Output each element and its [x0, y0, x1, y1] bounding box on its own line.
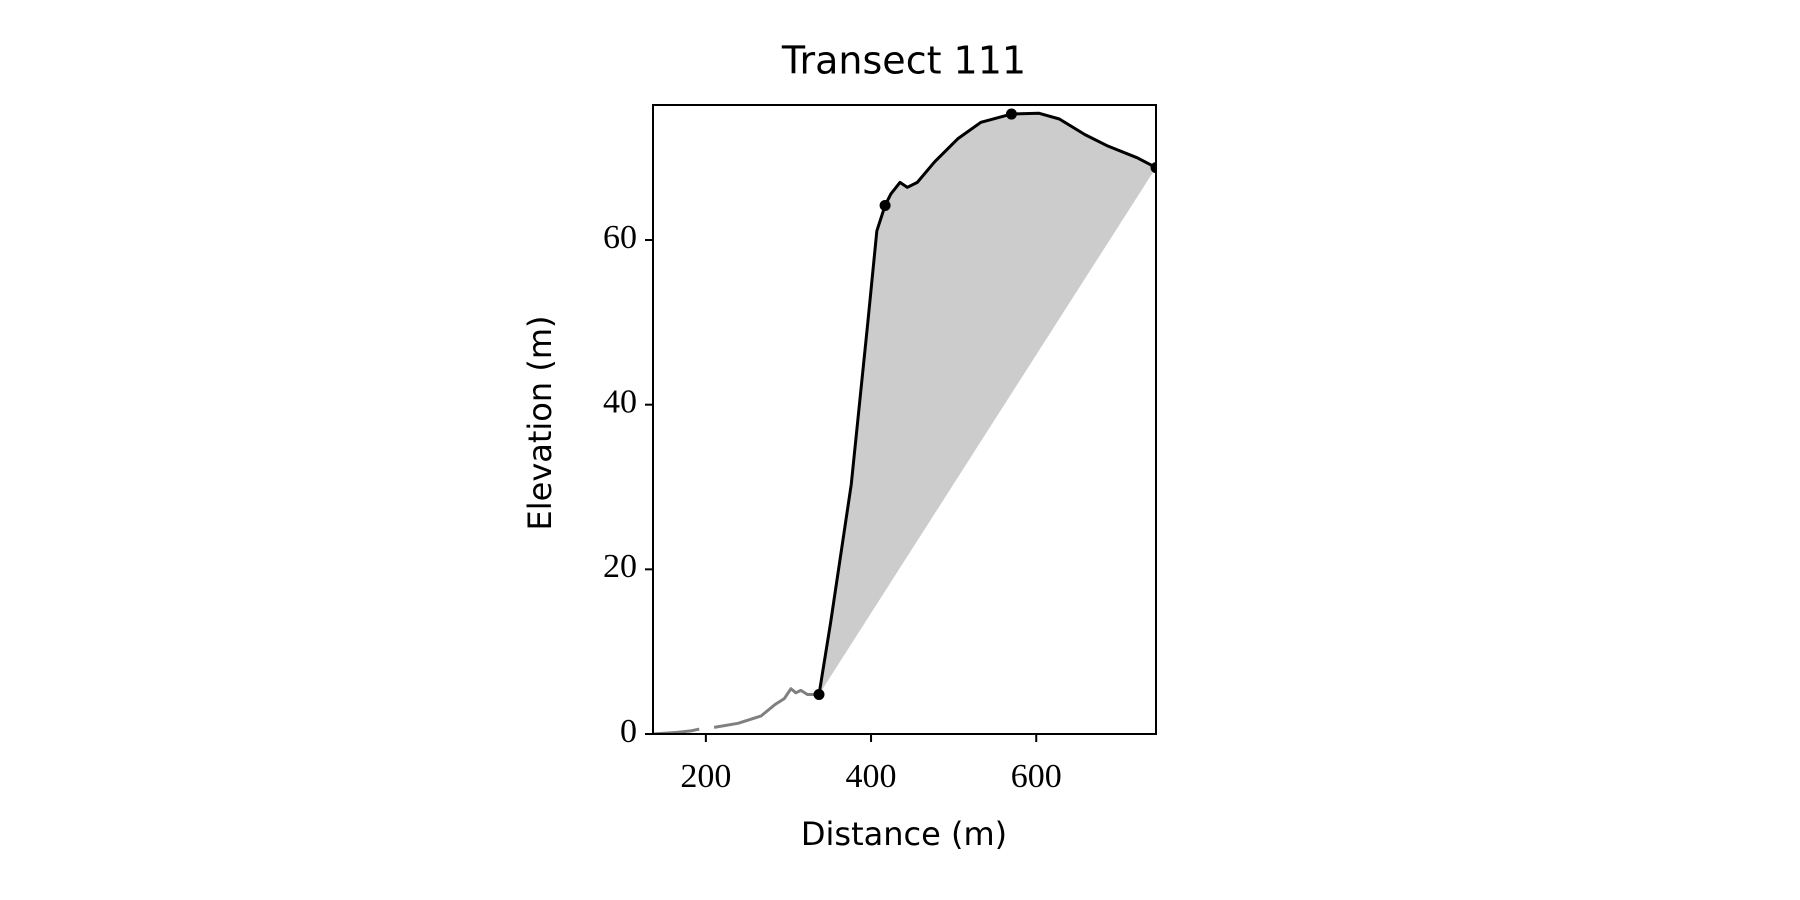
plot-area	[653, 108, 1156, 734]
x-tick-label: 400	[846, 758, 897, 795]
line	[817, 111, 1156, 695]
y-tick-label: 40	[603, 383, 637, 420]
line	[653, 687, 820, 734]
point	[1150, 162, 1156, 174]
fill-area	[819, 113, 1156, 695]
x-tick-label: 600	[1011, 758, 1062, 795]
x-tick-label: 200	[680, 758, 731, 795]
point	[879, 199, 891, 211]
x-axis-label: Distance (m)	[801, 815, 1007, 853]
point	[813, 688, 825, 700]
chart-title: Transect 111	[781, 39, 1026, 83]
y-tick-label: 60	[603, 219, 637, 256]
y-tick-label: 20	[603, 548, 637, 585]
y-tick-label: 0	[620, 713, 637, 750]
y-axis-label: Elevation (m)	[521, 316, 559, 531]
plot-frame	[652, 104, 1157, 735]
point	[1005, 108, 1017, 120]
